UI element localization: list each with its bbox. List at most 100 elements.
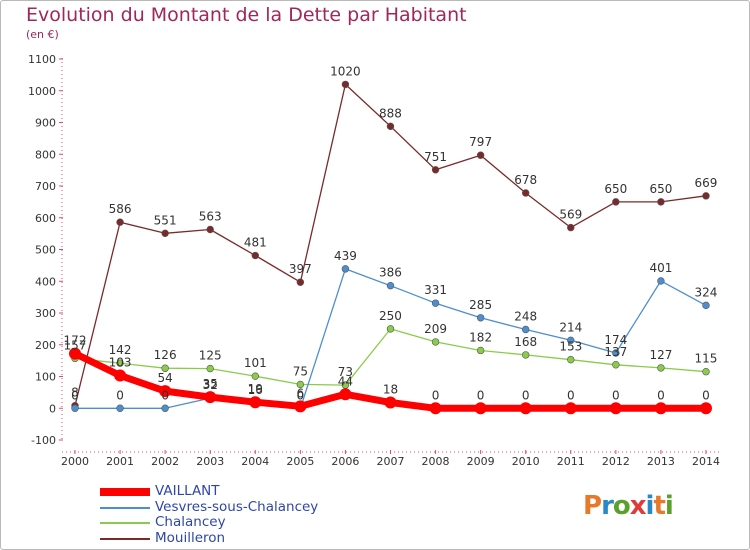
data-label: 103 [109,356,132,370]
data-point [567,223,575,232]
data-label: 650 [649,182,672,196]
data-point [161,229,169,238]
legend-item: VAILLANT [100,483,360,500]
data-point [386,122,395,131]
data-point [521,325,530,334]
x-tick-label: 2001 [106,455,134,468]
data-point [702,301,710,310]
data-point [386,281,395,290]
y-tick-label: -100 [31,434,56,447]
x-tick-label: 2000 [61,455,89,468]
data-point [386,325,395,333]
data-point [339,388,352,401]
data-label: 569 [559,208,582,222]
data-label: 18 [383,383,398,397]
data-label: 127 [649,348,672,362]
data-label: 0 [477,388,485,402]
logo-letter: i [664,491,674,521]
data-point [519,402,532,415]
data-point [204,391,217,404]
y-tick-label: 800 [35,148,56,161]
data-point [476,346,485,355]
data-label: 1020 [330,64,361,78]
data-point [429,402,442,415]
legend-item: Chalancey [100,514,360,531]
data-label: 888 [379,106,402,120]
x-tick-label: 2011 [557,455,585,468]
data-point [431,338,440,346]
data-label: 439 [334,249,357,263]
data-label: 157 [64,338,87,352]
data-label: 0 [297,388,305,402]
data-label: 44 [338,374,353,388]
chart-subtitle: (en €) [26,28,59,41]
data-label: 0 [702,388,710,402]
proxiti-logo: Proxiti [583,491,674,521]
data-point [159,385,172,398]
data-label: 797 [469,135,492,149]
y-tick-label: 100 [35,371,56,384]
logo-letter: x [629,491,647,521]
data-label: 174 [604,333,627,347]
data-label: 0 [612,388,620,402]
data-point [116,359,124,367]
data-point [657,198,665,206]
data-label: 75 [293,364,308,378]
data-point [161,404,169,412]
data-label: 401 [649,261,672,275]
data-point [251,372,259,380]
legend-item: Vesvres-sous-Chalancey [100,498,360,516]
data-label: 678 [514,173,537,187]
data-point [116,404,124,412]
data-point [567,355,575,364]
legend-label: Chalancey [155,514,226,530]
data-label: 35 [203,377,218,391]
x-tick-label: 2007 [376,455,404,468]
y-tick-label: 1000 [28,85,56,98]
data-label: 142 [109,343,132,357]
x-tick-label: 2010 [512,455,540,468]
x-tick-label: 2014 [692,455,720,468]
data-label: 214 [559,320,582,334]
legend-swatch [100,506,150,509]
data-point [206,364,214,373]
data-point [612,349,620,357]
data-label: 32 [203,378,218,392]
data-label: 0 [71,388,79,402]
data-label: 172 [64,334,87,348]
data-label: 397 [289,262,312,276]
legend-label: Vesvres-sous-Chalancey [155,498,319,515]
y-tick-label: 1100 [28,53,56,66]
legend-label: VAILLANT [155,483,220,499]
data-point [612,198,620,206]
data-label: 126 [154,348,177,362]
legend-swatch [100,488,150,496]
data-point [476,151,485,159]
data-label: 650 [604,182,627,196]
data-point [521,351,530,359]
line-chart: -100010020030040050060070080090010001100… [28,53,720,468]
data-label: 168 [514,335,537,349]
data-label: 209 [424,322,447,336]
data-point [702,368,710,376]
data-label: 324 [695,285,718,299]
logo-letter: t [653,491,665,521]
x-tick-label: 2003 [196,455,224,468]
x-tick-label: 2004 [241,455,269,468]
y-tick-label: 700 [35,180,56,193]
x-tick-label: 2009 [467,455,495,468]
data-label: 331 [424,283,447,297]
y-tick-label: 0 [49,402,56,415]
y-tick-label: 200 [35,339,56,352]
data-label: 386 [379,266,402,280]
data-label: 563 [199,209,222,223]
data-point [71,404,79,412]
x-tick-label: 2008 [422,455,450,468]
data-point [116,218,124,226]
data-label: 669 [695,176,718,190]
y-tick-label: 600 [35,212,56,225]
logo-letter: P [583,491,602,521]
data-label: 125 [199,349,222,363]
data-point [657,277,665,285]
data-label: 0 [567,388,575,402]
